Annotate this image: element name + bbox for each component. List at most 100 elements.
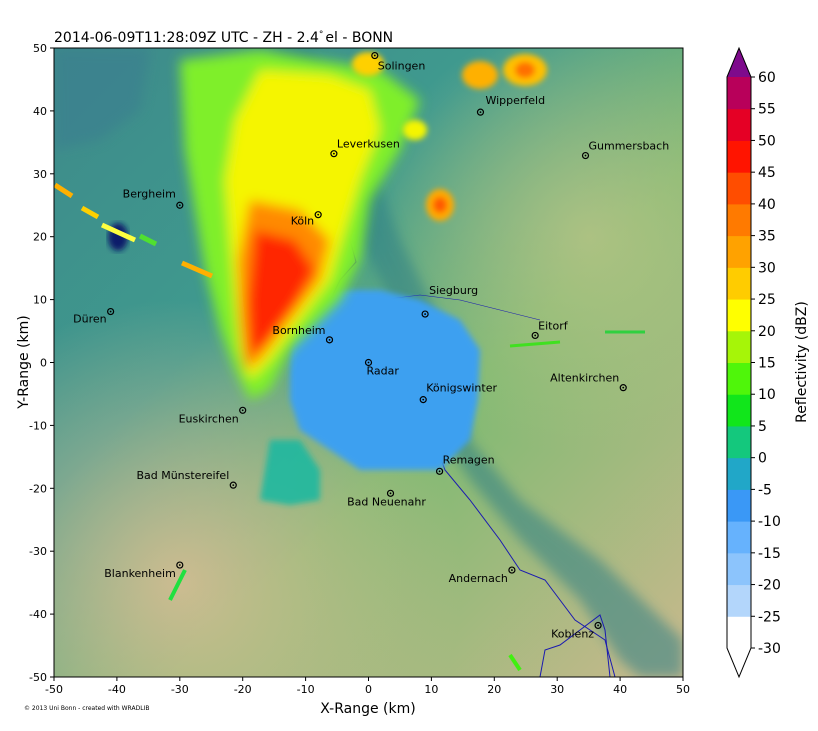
place-marker-solingen bbox=[371, 51, 379, 60]
place-label-d-ren: Düren bbox=[73, 313, 106, 326]
y-tick-label: -40 bbox=[29, 608, 47, 621]
x-tick-label: 30 bbox=[550, 683, 564, 696]
colorbar-tick-label: 5 bbox=[758, 419, 767, 435]
place-label-blankenheim: Blankenheim bbox=[104, 567, 176, 580]
place-marker-d-ren bbox=[107, 307, 115, 316]
y-tick-label: 40 bbox=[33, 105, 47, 118]
colorbar-tick-label: 25 bbox=[758, 292, 776, 308]
colorbar-tick-label: -15 bbox=[758, 546, 781, 562]
x-tick-label: -20 bbox=[234, 683, 252, 696]
place-label-bad-neuenahr: Bad Neuenahr bbox=[347, 495, 426, 508]
colorbar-tick-label: 55 bbox=[758, 102, 776, 118]
colorbar-tick-label: 20 bbox=[758, 324, 776, 340]
colorbar-under-extend bbox=[727, 648, 751, 677]
place-marker-dot bbox=[438, 470, 441, 473]
place-marker-dot bbox=[109, 310, 112, 313]
colorbar-band bbox=[727, 235, 751, 268]
colorbar-tick-label: -10 bbox=[758, 514, 781, 530]
x-tick-label: 10 bbox=[424, 683, 438, 696]
y-tick-label: 50 bbox=[33, 42, 47, 55]
place-label-andernach: Andernach bbox=[449, 572, 508, 585]
x-tick-label: 20 bbox=[487, 683, 501, 696]
place-label-bornheim: Bornheim bbox=[272, 324, 325, 337]
colorbar-band bbox=[727, 172, 751, 205]
x-tick-label: 0 bbox=[365, 683, 372, 696]
colorbar-tick-label: -20 bbox=[758, 578, 781, 594]
colorbar-tick-label: 10 bbox=[758, 387, 776, 403]
place-marker-remagen bbox=[435, 467, 444, 475]
colorbar-label: Reflectivity (dBZ) bbox=[794, 301, 810, 423]
place-marker-dot bbox=[534, 334, 537, 337]
place-marker-dot bbox=[511, 569, 513, 571]
place-marker-k-nigswinter bbox=[419, 396, 427, 404]
y-tick-label: -50 bbox=[29, 671, 47, 684]
x-tick-label: -50 bbox=[45, 683, 63, 696]
place-label-eitorf: Eitorf bbox=[538, 319, 569, 332]
colorbar-tick-label: 15 bbox=[758, 356, 776, 372]
place-label-remagen: Remagen bbox=[443, 453, 495, 466]
colorbar-band bbox=[727, 108, 751, 141]
place-marker-dot bbox=[373, 54, 376, 57]
place-marker-euskirchen bbox=[239, 406, 247, 414]
place-marker-dot bbox=[389, 492, 392, 495]
place-marker-bornheim bbox=[325, 336, 334, 344]
place-marker-eitorf bbox=[531, 331, 539, 340]
colorbar-band bbox=[727, 362, 751, 395]
place-marker-bad-m-nstereifel bbox=[229, 481, 237, 489]
place-marker-dot bbox=[622, 386, 625, 389]
northwest-lowland bbox=[54, 48, 150, 150]
colorbar-tick-label: 40 bbox=[758, 197, 776, 213]
x-tick-label: 40 bbox=[613, 683, 627, 696]
place-marker-gummersbach bbox=[581, 151, 590, 160]
y-tick-label: -10 bbox=[29, 419, 47, 432]
place-marker-altenkirchen bbox=[619, 384, 627, 392]
place-marker-dot bbox=[424, 313, 427, 315]
echo-streaks bbox=[54, 182, 645, 672]
colorbar-tick-label: 35 bbox=[758, 229, 776, 245]
colorbar-tick-label: 50 bbox=[758, 133, 776, 149]
place-marker-dot bbox=[584, 154, 587, 157]
colorbar-band bbox=[727, 457, 751, 490]
x-axis-ticks: -50 -40 -30 -20 -10 0 10 20 30 40 50 bbox=[45, 677, 690, 696]
colorbar-tick-label: 30 bbox=[758, 260, 776, 276]
y-tick-label: 20 bbox=[33, 231, 47, 244]
place-label-gummersbach: Gummersbach bbox=[589, 140, 670, 153]
colorbar-over-extend bbox=[727, 48, 751, 77]
x-tick-label: -10 bbox=[297, 683, 315, 696]
y-tick-label: -30 bbox=[29, 545, 47, 558]
credit-text: © 2013 Uni Bonn - created with WRADLIB bbox=[24, 705, 149, 712]
place-markers: Solingen Wipperfeld Leverkusen Gummersbach B… bbox=[73, 51, 670, 640]
colorbar-tick-label: -30 bbox=[758, 641, 781, 657]
colorbar-band bbox=[727, 267, 751, 300]
colorbar-band bbox=[727, 140, 751, 173]
place-marker-dot bbox=[178, 204, 181, 207]
mosel-river bbox=[539, 614, 611, 677]
sieg-river bbox=[379, 294, 541, 321]
colorbar-tick-label: -5 bbox=[758, 482, 772, 498]
colorbar-tick-label: 0 bbox=[758, 451, 767, 467]
place-label-solingen: Solingen bbox=[378, 60, 426, 73]
rhine-lowland bbox=[270, 48, 683, 677]
colorbar-band bbox=[727, 330, 751, 363]
place-marker-radar bbox=[364, 358, 373, 367]
colorbar-band bbox=[727, 203, 751, 237]
colorbar-band bbox=[727, 521, 751, 554]
place-marker-dot bbox=[241, 409, 244, 412]
storm-cell-main bbox=[180, 50, 420, 400]
place-marker-dot bbox=[367, 361, 370, 364]
y-tick-label: 30 bbox=[33, 168, 47, 181]
place-marker-dot bbox=[317, 213, 320, 216]
colorbar-band bbox=[727, 425, 751, 459]
place-label-bad-m-nstereifel: Bad Münstereifel bbox=[136, 469, 229, 482]
colorbar-band bbox=[727, 552, 751, 586]
storm-cell-north bbox=[352, 52, 547, 221]
place-marker-wipperfeld bbox=[476, 108, 485, 116]
place-label-bergheim: Bergheim bbox=[123, 187, 176, 200]
place-marker-koblenz bbox=[594, 621, 602, 630]
place-label-k-ln: Köln bbox=[291, 215, 314, 228]
x-axis-label: X-Range (km) bbox=[320, 701, 415, 717]
y-tick-label: -20 bbox=[29, 482, 47, 495]
colorbar-tick-label: 60 bbox=[758, 70, 776, 86]
x-tick-label: -30 bbox=[171, 683, 189, 696]
